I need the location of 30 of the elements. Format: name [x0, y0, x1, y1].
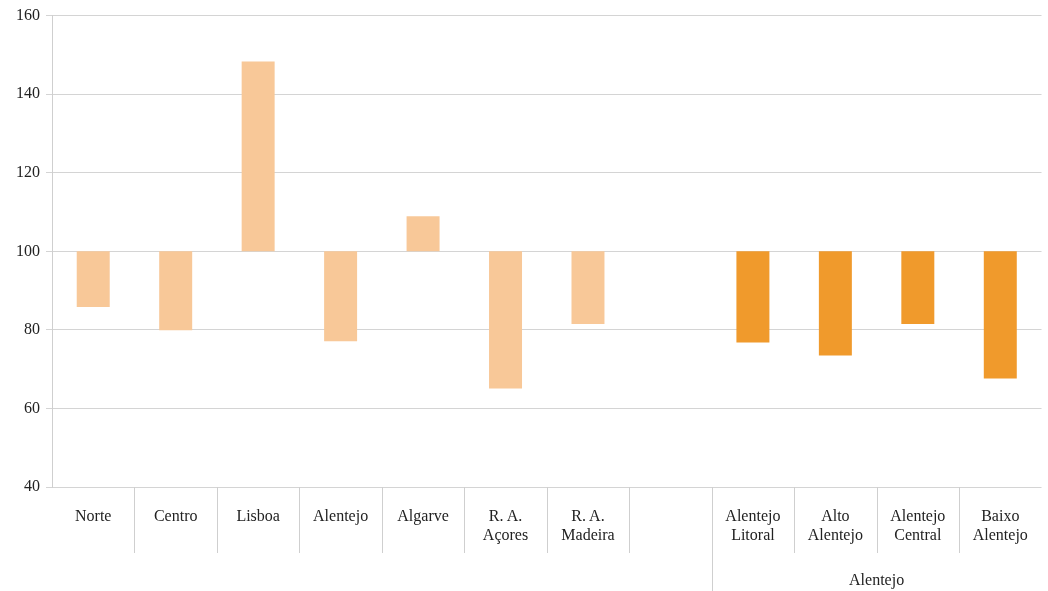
y-tick-label: 100 [16, 241, 40, 259]
x-tick-label: Alto Alentejo [807, 506, 863, 544]
y-tick-label: 80 [24, 320, 40, 338]
y-tick-label: 120 [16, 162, 40, 180]
y-tick-label: 160 [16, 5, 40, 23]
x-tick-label: Alentejo Litoral [725, 506, 781, 543]
text: Alentejo [849, 571, 905, 590]
x-tick-label: Alentejo [313, 506, 369, 525]
x-tick-label: Alentejo Central [890, 506, 946, 543]
x-tick-label: Baixo Alentejo [972, 506, 1028, 544]
bar [983, 251, 1017, 379]
bar [489, 251, 523, 389]
bar [241, 61, 275, 252]
x-tick-label: R. A. Madeira [561, 506, 615, 543]
bar [324, 251, 358, 342]
y-tick-label: 140 [16, 84, 40, 102]
bar [901, 251, 935, 324]
bar [571, 251, 605, 324]
x-tick-label: Norte [75, 506, 112, 524]
bar [406, 216, 440, 252]
x-tick-label: Algarve [397, 506, 449, 525]
y-tick-label: 40 [24, 477, 40, 495]
bar [159, 251, 193, 331]
y-tick-label: 60 [24, 398, 40, 416]
bar [76, 251, 110, 308]
bar [736, 251, 770, 343]
x-tick-label: Centro [153, 506, 198, 524]
x-tick-label: R. A. Açores [482, 506, 529, 544]
bar [818, 251, 852, 356]
x-tick-label: Lisboa [236, 506, 280, 524]
